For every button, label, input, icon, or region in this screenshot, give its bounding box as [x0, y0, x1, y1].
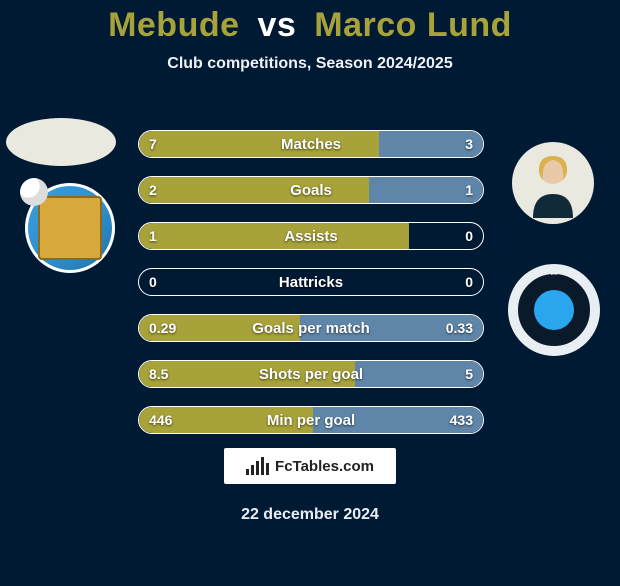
stat-row: Min per goal446433 [138, 406, 484, 434]
brand-text: FcTables.com [275, 458, 374, 475]
brand-badge: FcTables.com [224, 448, 396, 484]
avatar-player2 [512, 142, 594, 224]
page-title: Mebude vs Marco Lund [0, 6, 620, 45]
stat-row: Shots per goal8.55 [138, 360, 484, 388]
title-vs: vs [257, 6, 296, 44]
stat-row: Goals21 [138, 176, 484, 204]
stat-value-player2: 0 [455, 223, 483, 249]
date-label: 22 december 2024 [0, 506, 620, 524]
stat-fill-player2 [300, 315, 483, 341]
club-badge-player2: ♕ [508, 264, 600, 356]
subtitle: Club competitions, Season 2024/2025 [0, 55, 620, 73]
stat-fill-player1 [139, 177, 371, 203]
stat-label: Hattricks [139, 269, 483, 295]
stat-value-player1: 0 [139, 269, 167, 295]
stat-fill-player1 [139, 407, 315, 433]
stat-fill-player1 [139, 131, 381, 157]
stat-row: Goals per match0.290.33 [138, 314, 484, 342]
stat-value-player2: 0 [455, 269, 483, 295]
brand-logo-icon [246, 457, 269, 475]
avatar-player1 [6, 118, 116, 166]
avatar-player2-silhouette [523, 148, 583, 218]
stat-fill-player1 [139, 315, 302, 341]
stat-row: Matches73 [138, 130, 484, 158]
stat-fill-player1 [139, 361, 357, 387]
stat-fill-player2 [379, 131, 483, 157]
title-player1: Mebude [108, 6, 239, 44]
stat-fill-player2 [369, 177, 483, 203]
stat-fill-player2 [313, 407, 483, 433]
club-badge-player1 [24, 182, 116, 274]
stat-row: Hattricks0 0 [138, 268, 484, 296]
stat-row: Assists10 [138, 222, 484, 250]
title-player2: Marco Lund [314, 6, 512, 44]
stat-fill-player1 [139, 223, 409, 249]
crown-icon: ♕ [548, 262, 561, 279]
stats-chart: Matches73Goals21Assists10Hattricks00Goal… [138, 130, 484, 452]
stat-fill-player2 [355, 361, 483, 387]
